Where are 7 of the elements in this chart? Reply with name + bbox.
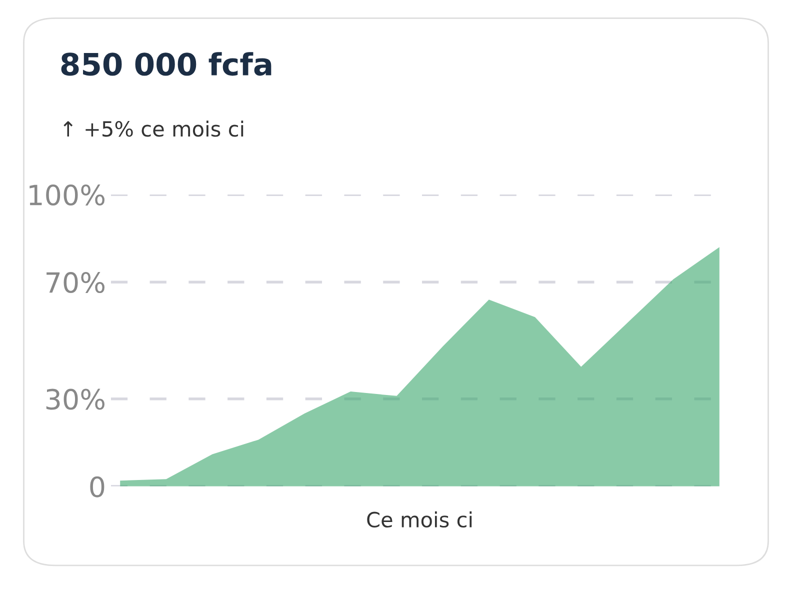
chart-subtitle: ↑ +5% ce mois ci (64, 120, 244, 137)
y-tick-label: 70% (46, 272, 104, 294)
y-tick-label: 30% (46, 388, 104, 410)
x-axis-title: Ce mois ci (367, 511, 472, 528)
chart-title: 850 000 fcfa (61, 52, 272, 76)
y-tick-label: 100% (30, 184, 104, 206)
y-tick-label: 0 (90, 476, 104, 498)
